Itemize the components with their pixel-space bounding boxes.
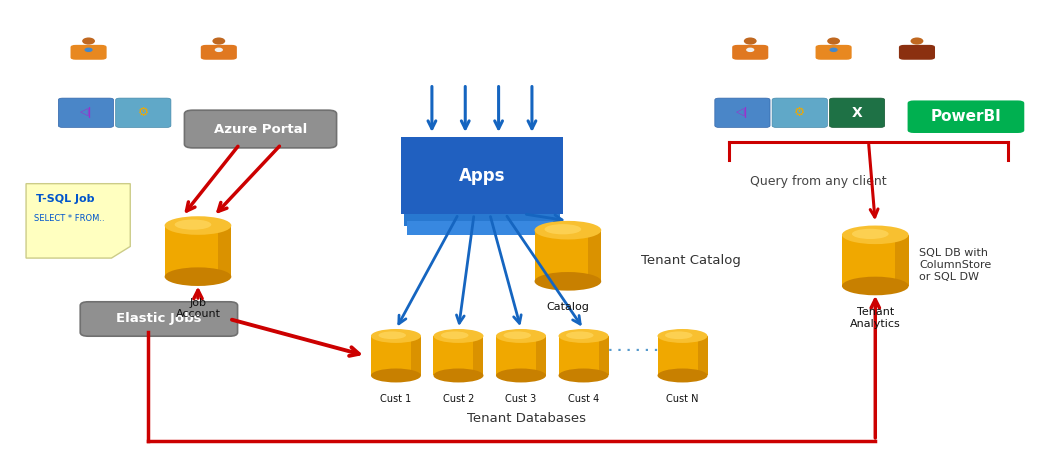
- Ellipse shape: [433, 329, 483, 343]
- Text: PowerBI: PowerBI: [931, 109, 1001, 124]
- Text: Cust 3: Cust 3: [505, 394, 537, 404]
- Ellipse shape: [175, 219, 212, 230]
- FancyBboxPatch shape: [772, 98, 827, 127]
- FancyBboxPatch shape: [58, 98, 114, 127]
- Text: ⚙: ⚙: [138, 106, 149, 119]
- Ellipse shape: [827, 38, 840, 45]
- Bar: [371, 336, 421, 376]
- Ellipse shape: [913, 47, 921, 52]
- Bar: [411, 336, 421, 376]
- Text: ◁|: ◁|: [737, 107, 748, 118]
- Ellipse shape: [84, 47, 93, 52]
- Text: SELECT * FROM..: SELECT * FROM..: [34, 214, 105, 223]
- Ellipse shape: [842, 277, 909, 295]
- Ellipse shape: [842, 226, 909, 244]
- Ellipse shape: [535, 221, 601, 239]
- Ellipse shape: [496, 329, 546, 343]
- Ellipse shape: [559, 329, 609, 343]
- Text: T-SQL Job: T-SQL Job: [36, 194, 95, 204]
- Bar: [165, 226, 231, 277]
- Bar: [895, 235, 909, 286]
- Ellipse shape: [378, 332, 406, 339]
- Text: Elastic Jobs: Elastic Jobs: [116, 312, 202, 326]
- Bar: [588, 230, 601, 281]
- Ellipse shape: [566, 332, 594, 339]
- Ellipse shape: [852, 229, 889, 239]
- Ellipse shape: [441, 332, 469, 339]
- Bar: [842, 235, 909, 286]
- Ellipse shape: [559, 368, 609, 382]
- Text: SQL DB with
ColumnStore
or SQL DW: SQL DB with ColumnStore or SQL DW: [919, 248, 991, 282]
- FancyBboxPatch shape: [715, 98, 770, 127]
- FancyBboxPatch shape: [733, 45, 768, 60]
- Bar: [433, 336, 483, 376]
- FancyBboxPatch shape: [201, 45, 237, 60]
- FancyBboxPatch shape: [407, 221, 556, 235]
- Text: Tenant
Analytics: Tenant Analytics: [850, 307, 900, 328]
- FancyBboxPatch shape: [116, 98, 171, 127]
- Ellipse shape: [496, 368, 546, 382]
- FancyBboxPatch shape: [829, 98, 885, 127]
- Ellipse shape: [82, 38, 95, 45]
- Ellipse shape: [535, 272, 601, 291]
- Bar: [496, 336, 546, 376]
- Text: Cust 2: Cust 2: [443, 394, 474, 404]
- Ellipse shape: [371, 329, 421, 343]
- Text: Tenant Catalog: Tenant Catalog: [641, 254, 741, 267]
- Ellipse shape: [545, 224, 581, 234]
- Bar: [218, 226, 231, 277]
- Bar: [697, 336, 708, 376]
- FancyBboxPatch shape: [899, 45, 935, 60]
- Ellipse shape: [744, 38, 756, 45]
- Bar: [658, 336, 708, 376]
- Text: Apps: Apps: [458, 166, 505, 185]
- FancyBboxPatch shape: [71, 45, 106, 60]
- Ellipse shape: [746, 47, 754, 52]
- Bar: [535, 230, 601, 281]
- Ellipse shape: [213, 38, 225, 45]
- Text: X: X: [851, 106, 863, 120]
- Ellipse shape: [165, 216, 231, 235]
- Text: Cust 1: Cust 1: [380, 394, 412, 404]
- Text: Azure Portal: Azure Portal: [214, 123, 307, 135]
- Text: Query from any client: Query from any client: [750, 175, 887, 188]
- Ellipse shape: [658, 368, 708, 382]
- Polygon shape: [26, 184, 130, 258]
- Ellipse shape: [665, 332, 693, 339]
- Text: Cust N: Cust N: [666, 394, 699, 404]
- Text: Tenant Databases: Tenant Databases: [467, 412, 586, 425]
- Text: Catalog: Catalog: [546, 302, 590, 312]
- Text: Cust 4: Cust 4: [568, 394, 599, 404]
- Text: ⚙: ⚙: [794, 106, 805, 119]
- Ellipse shape: [503, 332, 531, 339]
- FancyBboxPatch shape: [80, 302, 238, 336]
- FancyBboxPatch shape: [401, 137, 563, 214]
- Bar: [598, 336, 609, 376]
- Ellipse shape: [911, 38, 923, 45]
- Bar: [559, 336, 609, 376]
- Ellipse shape: [215, 47, 223, 52]
- Ellipse shape: [658, 329, 708, 343]
- FancyBboxPatch shape: [908, 100, 1024, 133]
- Bar: [536, 336, 546, 376]
- Ellipse shape: [165, 267, 231, 286]
- Ellipse shape: [433, 368, 483, 382]
- Ellipse shape: [829, 47, 838, 52]
- FancyBboxPatch shape: [404, 212, 560, 226]
- Ellipse shape: [371, 368, 421, 382]
- FancyBboxPatch shape: [816, 45, 851, 60]
- Text: · · · · · ·: · · · · · ·: [609, 344, 659, 357]
- FancyBboxPatch shape: [184, 110, 337, 148]
- Text: ◁|: ◁|: [80, 107, 92, 118]
- Bar: [473, 336, 483, 376]
- Text: Job
Account: Job Account: [175, 298, 221, 319]
